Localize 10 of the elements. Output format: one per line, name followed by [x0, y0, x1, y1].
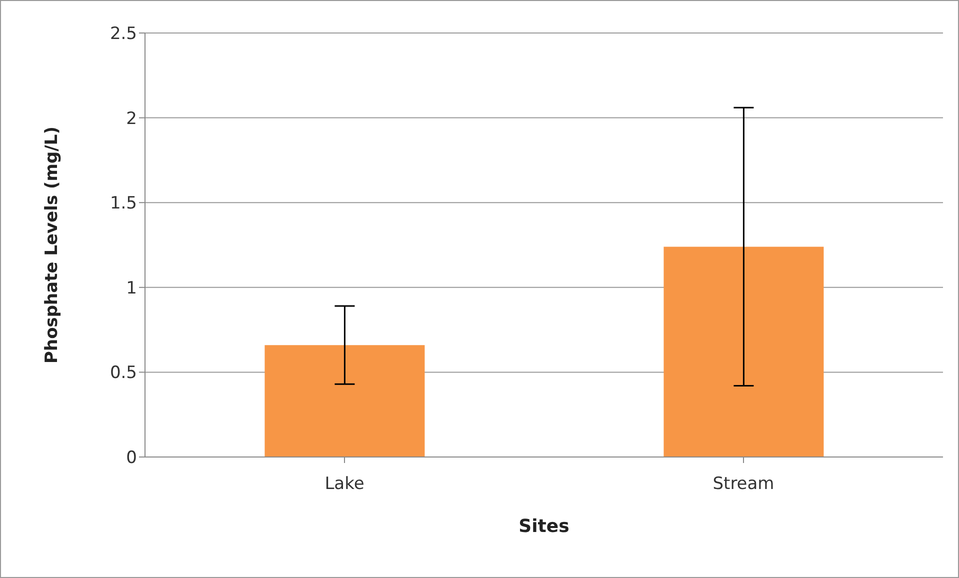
y-tick-label: 0.5: [110, 363, 137, 384]
y-tick-label: 1: [126, 278, 137, 298]
y-tick-label: 0: [126, 448, 137, 468]
y-axis-title: Phosphate Levels (mg/L): [42, 126, 62, 364]
y-tick-label: 2: [126, 108, 137, 129]
y-tick-label: 2.5: [110, 24, 137, 44]
y-tick-label: 1.5: [110, 194, 137, 214]
x-tick-label: Stream: [712, 474, 774, 494]
x-axis-title: Sites: [518, 516, 570, 537]
x-tick-label: Lake: [324, 474, 364, 494]
